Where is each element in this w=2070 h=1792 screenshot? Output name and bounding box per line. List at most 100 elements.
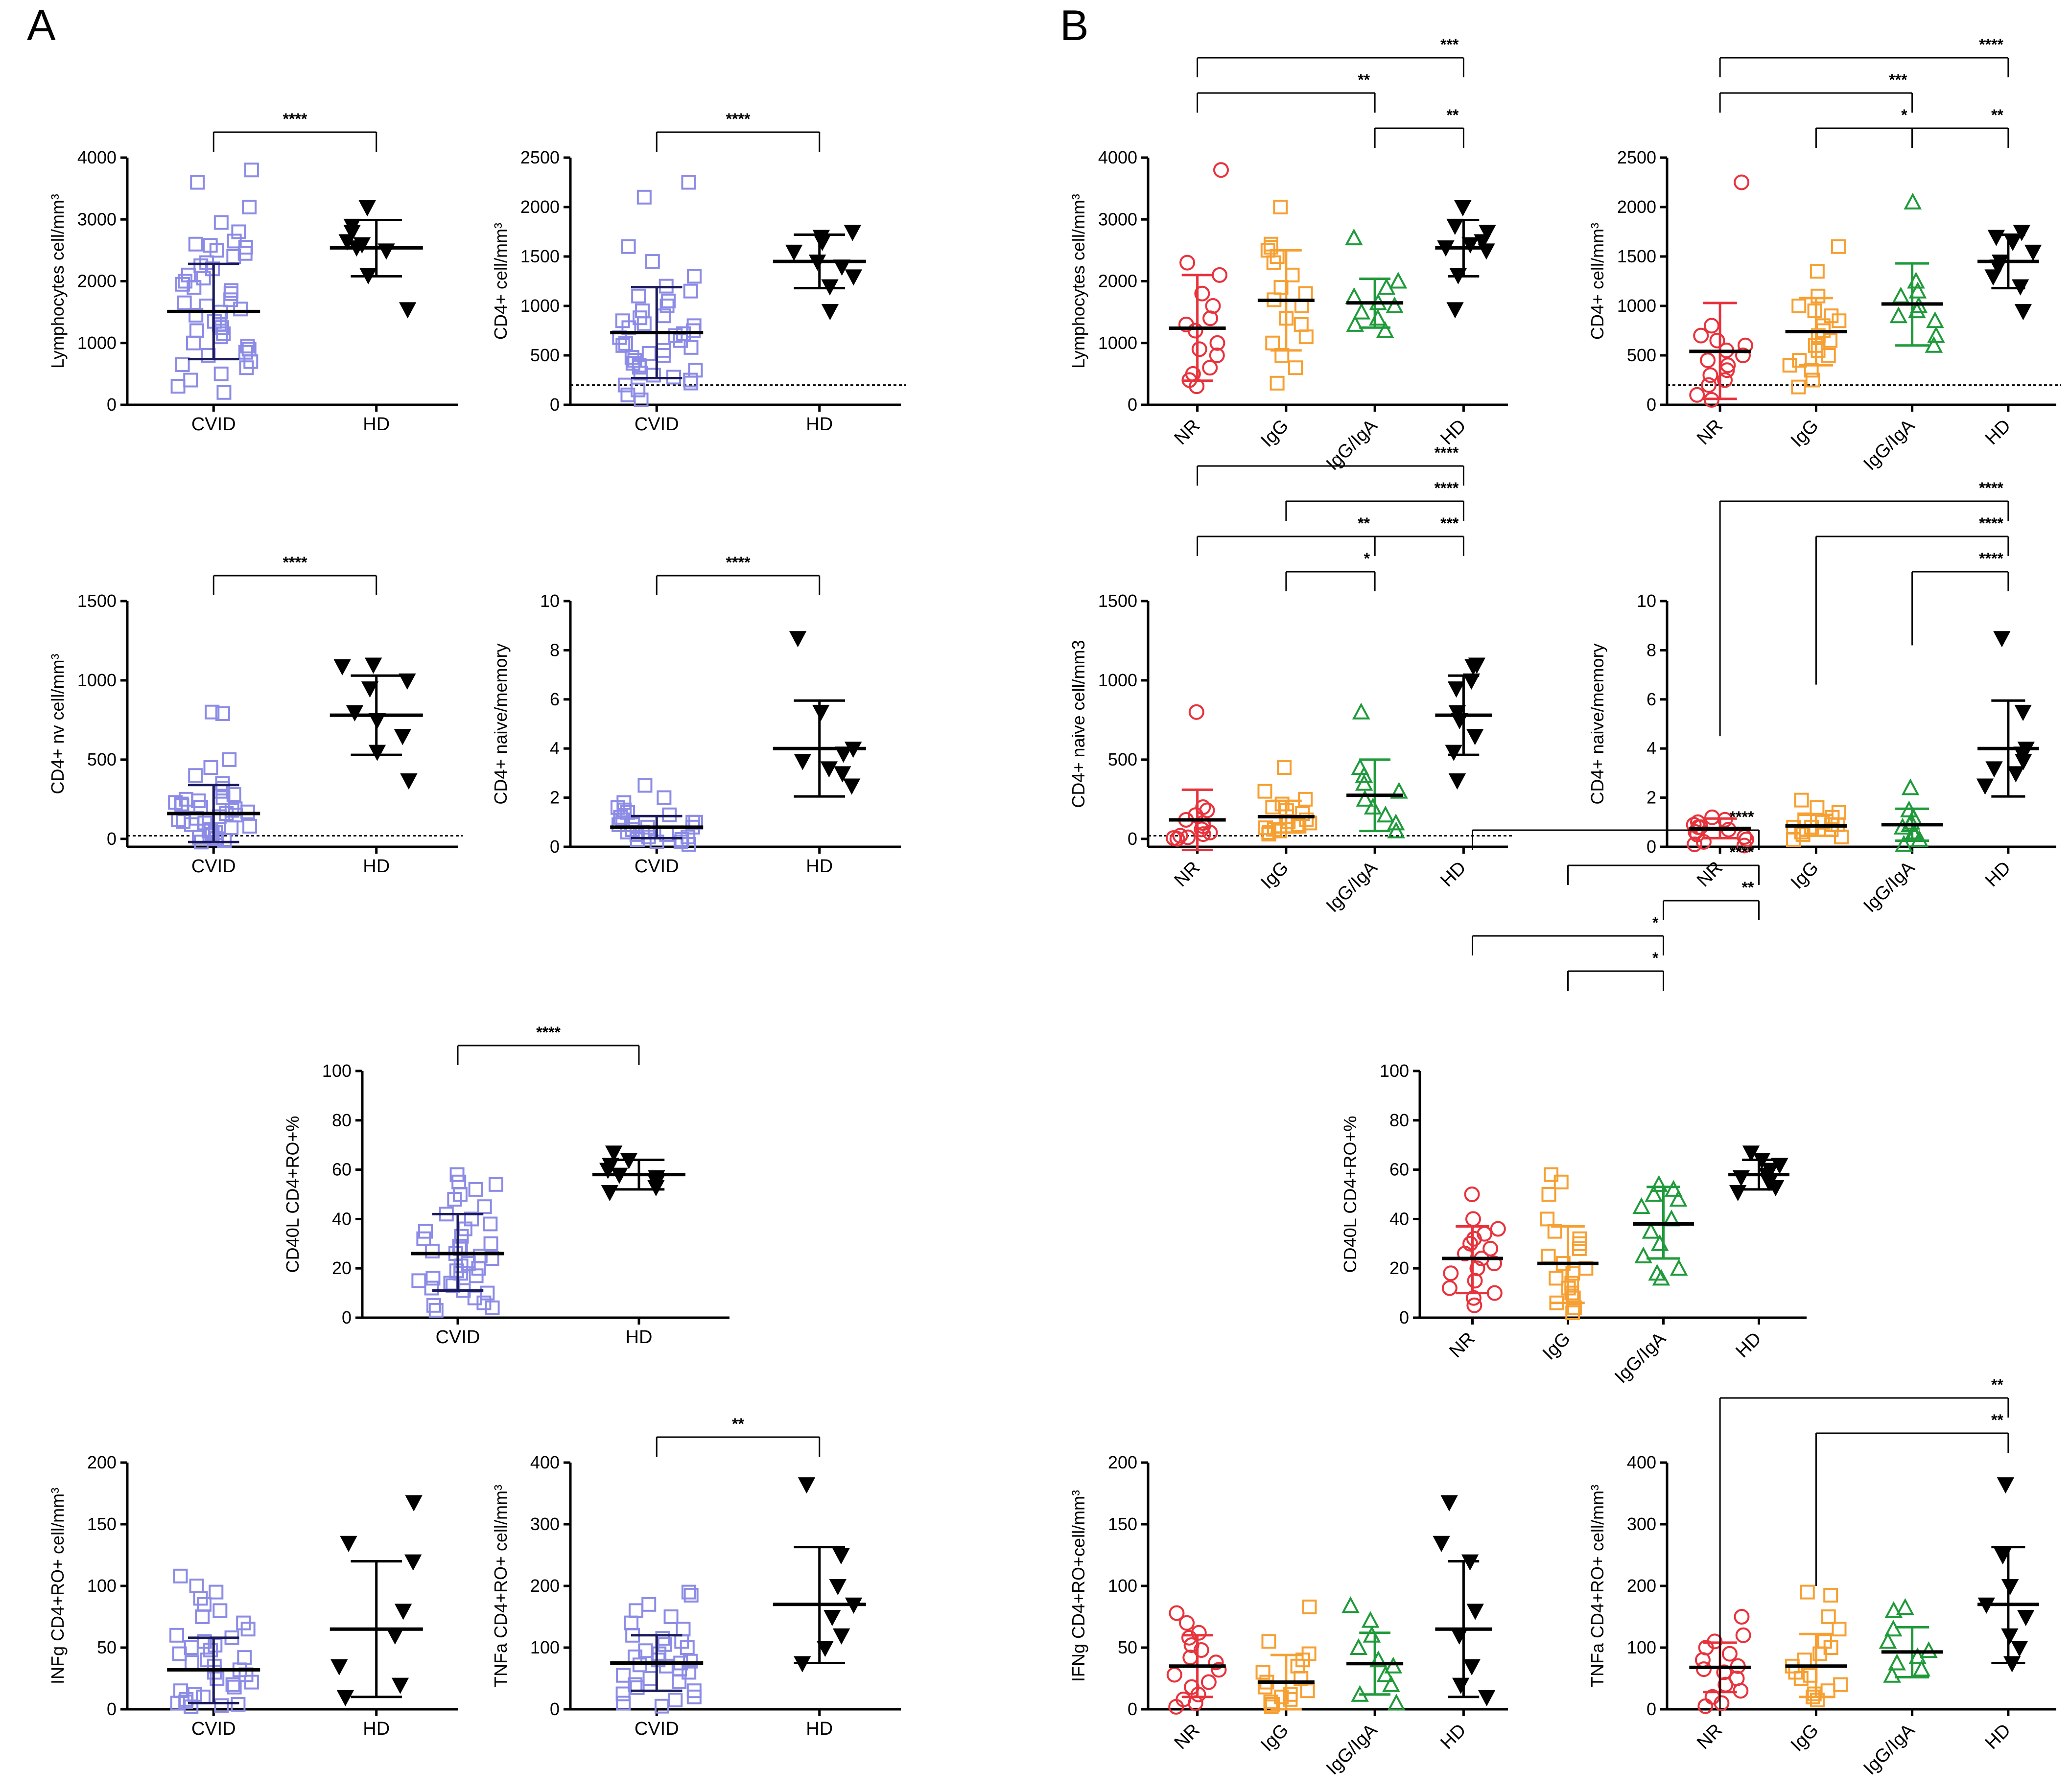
data-point xyxy=(645,254,660,269)
data-point xyxy=(1920,1641,1938,1658)
data-point xyxy=(654,1699,669,1714)
significance-label: **** xyxy=(1730,843,1754,861)
y-tick-label: 3000 xyxy=(1098,209,1137,229)
data-point xyxy=(631,288,646,303)
data-point xyxy=(172,1646,187,1661)
data-point xyxy=(1767,1180,1785,1197)
data-point xyxy=(225,1677,240,1692)
data-point xyxy=(1355,774,1373,791)
data-point xyxy=(1889,306,1908,324)
data-point xyxy=(1193,1642,1209,1658)
data-point xyxy=(1187,1695,1203,1711)
data-point xyxy=(647,1180,665,1197)
data-point xyxy=(676,1622,691,1637)
data-point xyxy=(1349,1638,1368,1655)
data-point xyxy=(394,1604,412,1620)
y-tick-label: 0 xyxy=(107,395,117,415)
data-point xyxy=(336,1690,354,1706)
data-point xyxy=(1464,1187,1480,1202)
data-point xyxy=(1735,348,1751,363)
data-point xyxy=(188,307,204,323)
data-point xyxy=(242,818,258,834)
data-point xyxy=(661,293,676,308)
y-tick-label: 0 xyxy=(1128,1699,1137,1719)
data-point xyxy=(1649,1175,1668,1192)
data-point xyxy=(1642,1222,1660,1239)
data-point xyxy=(1200,1674,1217,1690)
data-point xyxy=(1273,200,1288,214)
y-tick-label: 2000 xyxy=(520,197,560,217)
data-point xyxy=(820,761,838,778)
data-point xyxy=(636,316,652,331)
y-tick-label: 150 xyxy=(1108,1514,1137,1534)
data-point xyxy=(1572,1236,1587,1251)
y-tick-label: 400 xyxy=(530,1452,560,1472)
data-point xyxy=(1688,824,1704,840)
data-point xyxy=(1812,1646,1828,1661)
data-point xyxy=(1823,1587,1838,1603)
data-point xyxy=(1265,1697,1280,1712)
data-point xyxy=(399,673,416,690)
data-point xyxy=(641,1597,657,1612)
x-tick-label: IgG/IgA xyxy=(1859,857,1919,916)
y-tick-label: 10 xyxy=(540,591,560,611)
significance-label: **** xyxy=(283,110,307,128)
data-point xyxy=(1794,792,1809,808)
data-point xyxy=(1283,1692,1298,1707)
data-point xyxy=(192,830,207,845)
data-point xyxy=(224,820,239,836)
data-point xyxy=(681,837,696,852)
data-point xyxy=(1734,1609,1750,1625)
chart-b4: 0 2 4 6 8 10 CD4+ naive/memory NR IgG IgG/IgA HD **… xyxy=(1587,479,2056,916)
x-tick-label: CVID xyxy=(191,1719,236,1739)
data-point xyxy=(1443,1265,1459,1281)
data-point xyxy=(1689,387,1705,403)
data-point xyxy=(1670,1258,1688,1276)
x-tick-label: NR xyxy=(1693,416,1727,449)
y-tick-label: 0 xyxy=(1399,1307,1409,1327)
data-point xyxy=(1687,836,1703,852)
y-tick-label: 2000 xyxy=(1098,271,1137,291)
data-point xyxy=(683,283,698,299)
y-axis-label: Lymphocytes cell/mm³ xyxy=(47,194,68,369)
data-point xyxy=(185,1655,200,1670)
data-point xyxy=(1704,809,1720,825)
data-point xyxy=(190,175,205,190)
data-point xyxy=(1376,805,1395,823)
data-point xyxy=(683,375,699,391)
data-point xyxy=(187,280,202,295)
data-point xyxy=(659,299,675,313)
data-point xyxy=(1382,1675,1400,1692)
y-tick-label: 100 xyxy=(1108,1576,1137,1596)
data-point xyxy=(216,326,231,341)
data-point xyxy=(361,681,379,698)
significance-label: * xyxy=(1652,949,1659,967)
data-point xyxy=(1265,335,1280,350)
data-point xyxy=(1257,784,1272,799)
data-point xyxy=(1363,1626,1381,1643)
data-point xyxy=(1714,1695,1730,1711)
data-point xyxy=(1345,287,1364,304)
x-tick-label: HD xyxy=(1436,858,1470,891)
data-point xyxy=(203,760,218,775)
data-point xyxy=(1386,296,1404,313)
data-point xyxy=(812,704,830,721)
significance-label: ** xyxy=(1358,71,1370,89)
x-tick-label: CVID xyxy=(635,414,679,435)
data-point xyxy=(1255,1665,1270,1680)
y-tick-label: 20 xyxy=(332,1258,352,1278)
data-point xyxy=(1811,288,1826,303)
y-tick-label: 60 xyxy=(332,1160,352,1180)
y-tick-label: 2500 xyxy=(1617,147,1656,167)
x-tick-label: NR xyxy=(1171,1720,1204,1754)
y-tick-label: 1000 xyxy=(1098,333,1137,353)
data-point xyxy=(213,366,229,381)
x-tick-label: CVID xyxy=(191,414,236,435)
data-point xyxy=(1645,1185,1663,1202)
data-point xyxy=(637,778,653,793)
chart-a5: 0 20 40 60 80 100 CD40L CD4+RO+% CVID HD **** xyxy=(282,1024,729,1348)
significance-label: ** xyxy=(1991,1376,2003,1394)
data-point xyxy=(1454,200,1472,217)
data-point xyxy=(1807,303,1822,319)
data-point xyxy=(1791,299,1807,313)
